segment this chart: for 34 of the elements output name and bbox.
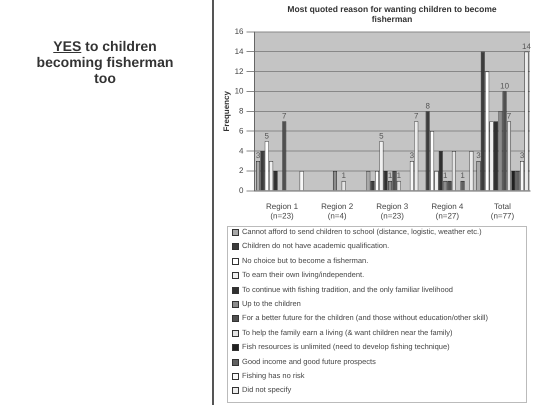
data-label: 1 bbox=[388, 171, 393, 180]
data-label: 5 bbox=[264, 131, 270, 140]
y-tick-label: 2 bbox=[239, 166, 244, 176]
x-tick-label: Region 3 (n=23) bbox=[376, 202, 409, 220]
data-label: 1 bbox=[460, 171, 466, 180]
data-label: 3 bbox=[410, 151, 415, 160]
x-tick-label: Region 2 (n=4) bbox=[321, 202, 354, 220]
data-label: 7 bbox=[414, 111, 420, 120]
data-label: 7 bbox=[506, 111, 512, 120]
data-label: 1 bbox=[396, 171, 402, 180]
y-tick-label: 6 bbox=[239, 126, 244, 136]
data-label: 5 bbox=[379, 131, 384, 140]
x-tick-label: Region 4 (n=27) bbox=[431, 202, 464, 220]
y-tick-label: 8 bbox=[239, 106, 244, 116]
data-label: 3 bbox=[476, 151, 482, 160]
data-label: 3 bbox=[256, 151, 261, 160]
y-tick-label: 10 bbox=[234, 86, 244, 96]
data-label: 1 bbox=[442, 171, 448, 180]
data-label: 10 bbox=[500, 82, 510, 91]
text: YES to children becoming fisherman too bbox=[36, 38, 174, 86]
y-tick-label: 14 bbox=[234, 46, 244, 56]
y-tick-label: 4 bbox=[239, 146, 244, 156]
data-label: 14 bbox=[522, 42, 532, 51]
data-label: 1 bbox=[341, 171, 346, 180]
y-tick-label: 16 bbox=[234, 27, 244, 36]
x-tick-label: Region 1 (n=23) bbox=[266, 202, 299, 220]
y-tick-label: 12 bbox=[234, 66, 244, 76]
data-label: 3 bbox=[520, 151, 525, 160]
data-label: 8 bbox=[425, 102, 430, 111]
chart-title: Most quoted reason for wanting children to become fisherman bbox=[286, 4, 498, 24]
data-label: 7 bbox=[282, 111, 288, 120]
y-tick-label: 0 bbox=[239, 186, 244, 196]
x-tick-label: Total (n=77) bbox=[490, 202, 514, 220]
y-axis-title: Frequency bbox=[222, 90, 232, 132]
